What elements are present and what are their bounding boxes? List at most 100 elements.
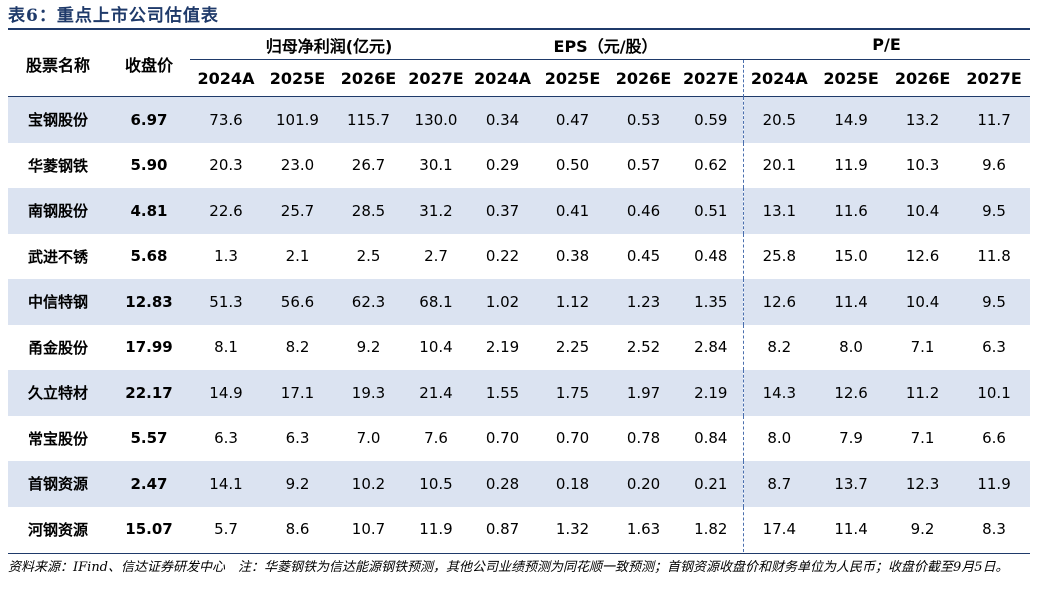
pe-cell: 12.6 — [834, 383, 868, 402]
profit-cell: 2.1 — [285, 247, 310, 266]
profit-cell: 19.3 — [351, 383, 386, 402]
profit-cell: 22.6 — [209, 201, 243, 220]
profit-cell: 51.3 — [209, 292, 243, 311]
stock-name-cell: 中信特钢 — [27, 293, 88, 312]
pe-cell: 10.3 — [905, 156, 940, 175]
table-title: 表6：重点上市公司估值表 — [8, 6, 219, 26]
profit-cell: 6.3 — [285, 429, 310, 448]
pe-cell: 13.1 — [742, 188, 816, 234]
pe-cell: 12.6 — [905, 247, 940, 266]
eps-cell: 0.46 — [626, 201, 661, 220]
header-year: 2027E — [408, 69, 464, 88]
table-row: 常宝股份 5.57 6.3 6.3 7.0 7.6 0.70 0.70 0.78 0.84 8.0 7… — [8, 415, 1030, 461]
profit-cell: 7.6 — [424, 429, 448, 448]
header-group-pe: P/E — [743, 30, 1031, 60]
pe-cell: 25.8 — [742, 233, 816, 279]
close-price-cell: 2.47 — [130, 474, 168, 493]
close-price-cell: 17.99 — [125, 338, 173, 357]
pe-cell: 10.1 — [977, 383, 1011, 402]
pe-cell: 11.7 — [977, 110, 1011, 129]
stock-name-cell: 久立特材 — [27, 384, 88, 403]
header-year: 2024A — [197, 69, 255, 88]
pe-cell: 15.0 — [834, 247, 868, 266]
pe-cell: 8.0 — [742, 415, 816, 461]
eps-cell: 0.87 — [485, 520, 520, 539]
eps-cell: 0.41 — [555, 201, 590, 220]
footnote: 资料来源：IFind、信达证券研发中心 注：华菱钢铁为信达能源钢铁预测，其他公司… — [8, 560, 1009, 575]
close-price-cell: 6.97 — [130, 110, 168, 129]
table-body: 宝钢股份 6.97 73.6 101.9 115.7 130.0 0.34 0.47 0.53 0… — [8, 97, 1031, 552]
profit-cell: 26.7 — [351, 156, 386, 175]
stock-name-cell: 华菱钢铁 — [27, 156, 88, 175]
header-year: 2027E — [683, 69, 739, 88]
stock-name-cell: 河钢资源 — [27, 520, 88, 539]
pe-cell: 9.5 — [982, 201, 1006, 220]
eps-cell: 1.23 — [626, 292, 661, 311]
valuation-table: 股票名称 收盘价 归母净利润(亿元) EPS（元/股） P/E 2024A 20… — [8, 30, 1031, 552]
pe-cell: 9.6 — [982, 156, 1006, 175]
eps-cell: 1.75 — [555, 383, 590, 402]
header-group-profit: 归母净利润(亿元) — [190, 30, 469, 60]
profit-cell: 10.4 — [419, 338, 453, 357]
header-year: 2026E — [615, 69, 672, 88]
profit-cell: 10.2 — [351, 474, 386, 493]
eps-cell: 0.62 — [694, 156, 728, 175]
pe-cell: 8.2 — [742, 324, 816, 370]
table-row: 南钢股份 4.81 22.6 25.7 28.5 31.2 0.37 0.41 0.46 0.51… — [8, 188, 1031, 234]
pe-cell: 20.5 — [742, 97, 816, 143]
profit-cell: 7.0 — [356, 429, 381, 448]
profit-cell: 101.9 — [276, 110, 319, 129]
profit-cell: 30.1 — [419, 156, 453, 175]
stock-name-cell: 首钢资源 — [27, 475, 88, 494]
profit-cell: 115.7 — [347, 110, 390, 129]
profit-cell: 10.7 — [351, 520, 386, 539]
header-year: 2025E — [544, 69, 601, 88]
profit-cell: 130.0 — [414, 110, 458, 129]
table-row: 宝钢股份 6.97 73.6 101.9 115.7 130.0 0.34 0.47 0.53 0… — [8, 97, 1031, 143]
eps-cell: 1.63 — [626, 520, 661, 539]
eps-cell: 2.52 — [626, 338, 661, 357]
bottom-rule — [8, 553, 1030, 554]
pe-cell: 13.2 — [905, 110, 940, 129]
profit-cell: 6.3 — [214, 429, 238, 448]
profit-cell: 56.6 — [280, 292, 315, 311]
close-price-cell: 22.17 — [125, 383, 173, 402]
eps-cell: 2.19 — [485, 338, 520, 357]
profit-cell: 62.3 — [351, 292, 386, 311]
header-year: 2025E — [823, 69, 879, 88]
top-rule — [8, 28, 1030, 30]
eps-cell: 2.19 — [694, 383, 728, 402]
eps-cell: 0.38 — [555, 247, 590, 266]
header-rule — [8, 96, 1030, 98]
profit-cell: 8.6 — [285, 520, 310, 539]
pe-cell: 11.9 — [834, 156, 868, 175]
eps-cell: 0.45 — [626, 247, 661, 266]
eps-cell: 0.20 — [626, 474, 661, 493]
profit-cell: 11.9 — [419, 520, 453, 539]
profit-cell: 2.7 — [424, 247, 448, 266]
profit-cell: 1.3 — [214, 247, 238, 266]
stock-name-cell: 南钢股份 — [27, 202, 88, 221]
profit-cell: 68.1 — [419, 292, 453, 311]
header-close-price: 收盘价 — [124, 55, 173, 75]
eps-cell: 0.47 — [555, 110, 590, 129]
eps-cell: 1.55 — [485, 383, 520, 402]
profit-cell: 23.0 — [280, 156, 315, 175]
eps-cell: 0.70 — [485, 429, 520, 448]
eps-cell: 0.34 — [485, 110, 520, 129]
pe-cell: 8.0 — [839, 338, 863, 357]
pe-cell: 11.2 — [905, 383, 940, 402]
pe-cell: 17.4 — [742, 506, 816, 552]
profit-cell: 10.5 — [419, 474, 453, 493]
pe-cell: 7.1 — [910, 429, 935, 448]
stock-name-cell: 常宝股份 — [27, 429, 88, 448]
eps-cell: 2.84 — [694, 338, 728, 357]
profit-cell: 73.6 — [209, 110, 243, 129]
table-row: 华菱钢铁 5.90 20.3 23.0 26.7 30.1 0.29 0.50 0.57 0.62… — [8, 142, 1030, 188]
pe-cell: 7.1 — [910, 338, 935, 357]
pe-cell: 11.4 — [834, 520, 868, 539]
profit-cell: 5.7 — [214, 520, 238, 539]
eps-cell: 0.28 — [485, 474, 520, 493]
pe-cell: 20.1 — [742, 142, 816, 188]
eps-cell: 0.84 — [694, 429, 728, 448]
